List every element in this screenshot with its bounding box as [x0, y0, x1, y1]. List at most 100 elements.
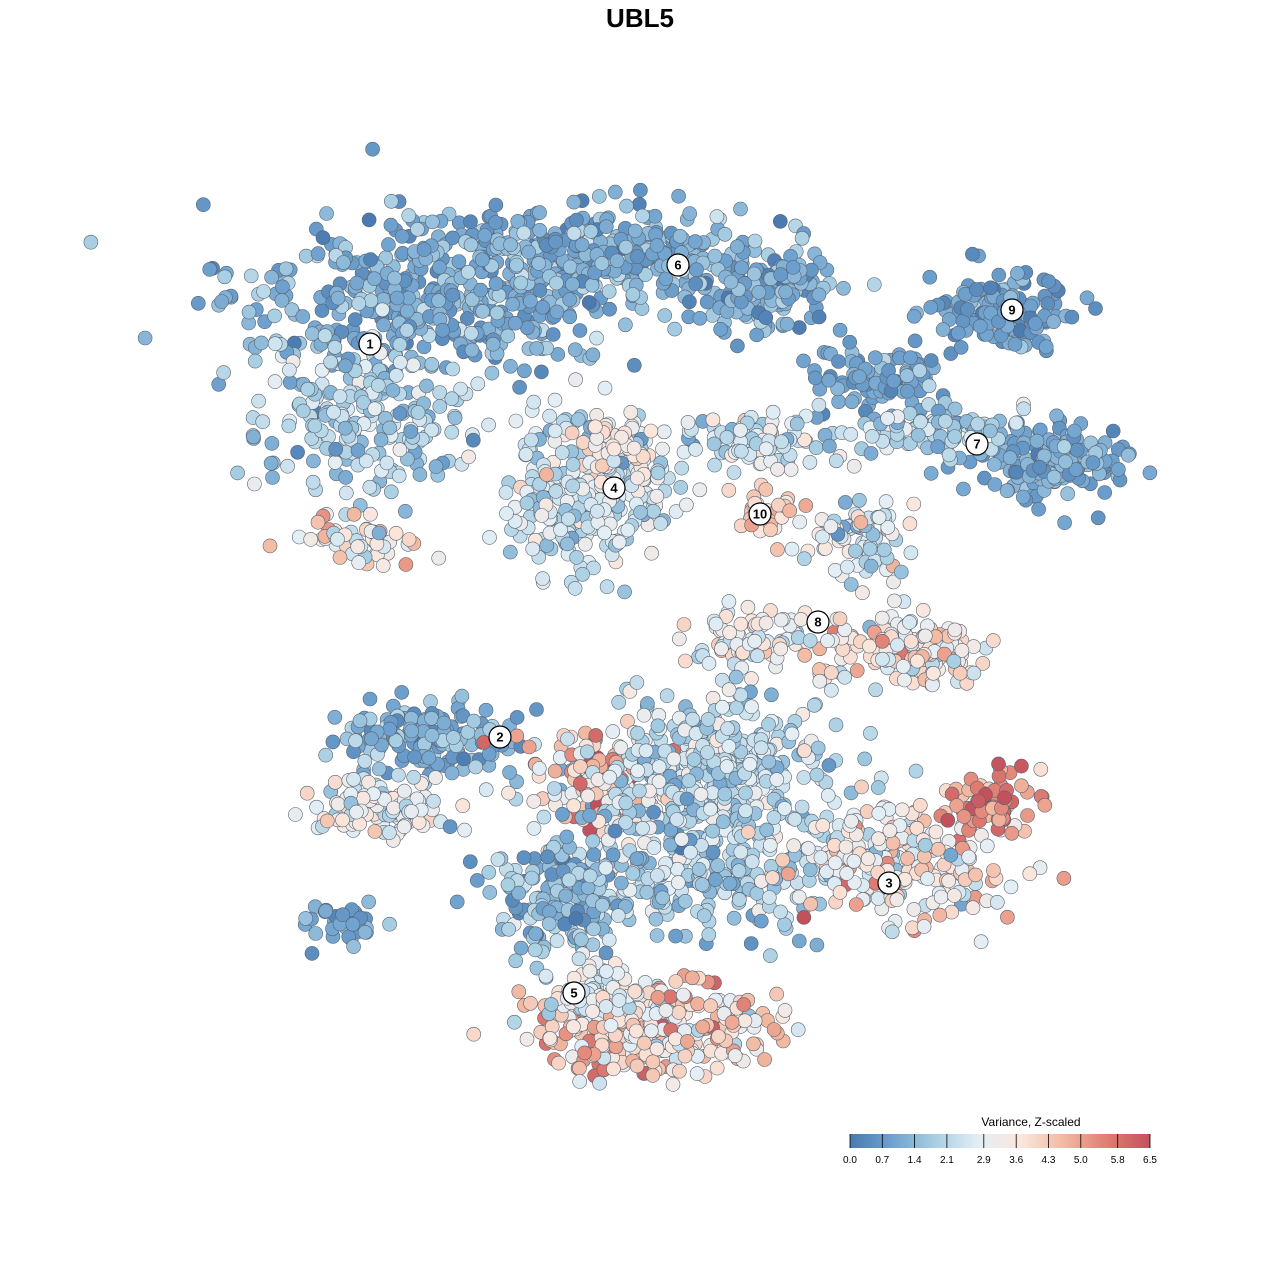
cluster-label-text: 4 [610, 481, 618, 496]
scatter-point [820, 788, 836, 803]
scatter-point [363, 293, 379, 308]
scatter-point [785, 260, 801, 275]
scatter-point [991, 768, 1007, 784]
scatter-point [874, 610, 890, 626]
scatter-point [358, 453, 374, 469]
scatter-point [532, 205, 547, 220]
scatter-point [1015, 489, 1031, 505]
scatter-point [910, 653, 925, 669]
scatter-point [336, 255, 351, 270]
scatter-point [769, 772, 785, 787]
scatter-point [853, 515, 869, 530]
scatter-point [1037, 797, 1053, 813]
scatter-point [1142, 465, 1158, 481]
scatter-point [499, 506, 514, 521]
scatter-point [658, 1003, 674, 1018]
scatter-point [649, 488, 665, 504]
scatter-point [473, 282, 489, 298]
scatter-point [647, 208, 663, 224]
cluster-label-text: 3 [885, 876, 892, 891]
scatter-point [864, 429, 880, 444]
scatter-point [462, 854, 478, 870]
scatter-point [679, 497, 694, 513]
scatter-point [549, 304, 565, 320]
scatter-point [916, 919, 932, 934]
scatter-point [890, 637, 905, 653]
scatter-point [357, 753, 373, 769]
scatter-point [565, 457, 581, 472]
scatter-point [700, 712, 716, 727]
scatter-point [489, 305, 505, 321]
scatter-point [611, 993, 627, 1008]
scatter-point [765, 404, 781, 420]
scatter-point [383, 484, 399, 500]
scatter-point [786, 838, 802, 854]
scatter-point [523, 432, 539, 448]
scatter-point [915, 602, 931, 618]
scatter-point [432, 259, 447, 275]
scatter-point [587, 419, 603, 435]
scatter-point [923, 466, 939, 481]
scatter-point [843, 426, 859, 442]
scatter-point [645, 1054, 661, 1070]
scatter-point [820, 633, 835, 649]
scatter-point [797, 743, 812, 759]
scatter-point [691, 861, 707, 877]
scatter-point [382, 825, 397, 840]
scatter-point [862, 541, 878, 557]
scatter-point [971, 793, 986, 809]
scatter-point [488, 215, 503, 230]
scatter-point [508, 413, 524, 429]
color-legend: Variance, Z-scaled 0.0 0.7 1.4 2.1 2.9 3.6 4.3… [843, 1115, 1157, 1166]
scatter-point [935, 322, 951, 337]
scatter-point [602, 301, 617, 317]
scatter-point [350, 539, 366, 555]
scatter-point [509, 710, 525, 725]
scatter-point [585, 833, 601, 849]
scatter-point [254, 335, 269, 351]
scatter-point [394, 229, 410, 244]
scatter-point [1029, 433, 1045, 449]
scatter-point [308, 926, 324, 941]
scatter-point [478, 702, 494, 718]
scatter-point [744, 854, 760, 870]
scatter-point [708, 616, 724, 632]
scatter-point [758, 310, 774, 325]
scatter-point [375, 302, 390, 318]
cluster-label-text: 7 [973, 437, 980, 452]
scatter-point [594, 256, 610, 271]
scatter-point [1033, 761, 1049, 777]
scatter-point [601, 284, 617, 299]
scatter-point [460, 264, 476, 280]
scatter-point [619, 198, 634, 214]
scatter-point [758, 615, 774, 631]
scatter-point [513, 275, 529, 291]
scatter-point [983, 280, 998, 296]
scatter-point [930, 841, 946, 857]
scatter-point [262, 538, 278, 554]
scatter-point [601, 932, 617, 948]
scatter-point [332, 550, 348, 565]
scatter-point [876, 542, 892, 558]
cluster-label-8: 8 [806, 610, 830, 634]
scatter-point [613, 875, 629, 891]
scatter-point [832, 611, 848, 627]
scatter-point [1008, 415, 1024, 431]
scatter-point [401, 532, 417, 547]
scatter-point [606, 441, 622, 457]
scatter-point [900, 383, 915, 399]
legend-tick-label: 1.4 [908, 1155, 922, 1166]
scatter-point [575, 566, 590, 582]
scatter-point [519, 1031, 535, 1047]
scatter-point [722, 625, 738, 640]
scatter-point [498, 485, 514, 500]
scatter-point [965, 246, 980, 262]
scatter-point [365, 141, 380, 157]
scatter-point [839, 559, 855, 575]
scatter-point [846, 853, 862, 869]
scatter-point [512, 379, 527, 395]
scatter-point [802, 862, 818, 878]
scatter-point [482, 885, 498, 900]
scatter-point [727, 1048, 743, 1063]
scatter-point [332, 389, 348, 404]
